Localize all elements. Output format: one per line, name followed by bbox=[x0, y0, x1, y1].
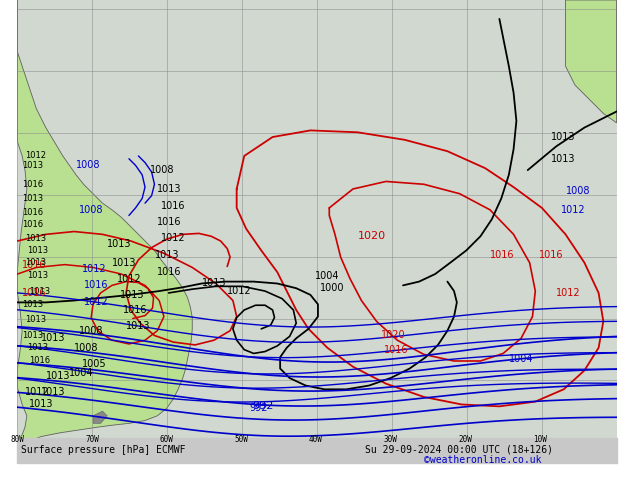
Text: 1016: 1016 bbox=[157, 267, 182, 277]
Text: 1016: 1016 bbox=[22, 288, 47, 298]
Text: 1012: 1012 bbox=[82, 264, 107, 274]
Text: 1016: 1016 bbox=[490, 250, 514, 260]
Text: 70W: 70W bbox=[85, 435, 99, 444]
Text: Surface pressure [hPa] ECMWF: Surface pressure [hPa] ECMWF bbox=[21, 445, 186, 455]
Text: 1013: 1013 bbox=[25, 234, 46, 243]
Text: 1016: 1016 bbox=[22, 260, 47, 270]
Text: 1016: 1016 bbox=[539, 250, 564, 260]
Text: 1013: 1013 bbox=[22, 161, 43, 170]
Text: 992: 992 bbox=[252, 401, 273, 411]
Text: 1020: 1020 bbox=[381, 330, 406, 341]
Text: 10W: 10W bbox=[533, 435, 547, 444]
Text: 20W: 20W bbox=[458, 435, 472, 444]
Text: 1013: 1013 bbox=[29, 287, 50, 295]
Text: ©weatheronline.co.uk: ©weatheronline.co.uk bbox=[424, 455, 541, 465]
Text: 1016: 1016 bbox=[161, 201, 186, 211]
Text: 1013: 1013 bbox=[27, 343, 48, 352]
Text: 1008: 1008 bbox=[79, 326, 103, 336]
Text: 1012: 1012 bbox=[556, 288, 581, 298]
Text: 1008: 1008 bbox=[74, 343, 99, 353]
Text: 1012: 1012 bbox=[161, 233, 186, 243]
Text: 30W: 30W bbox=[384, 435, 398, 444]
Text: 1000: 1000 bbox=[320, 283, 344, 293]
Text: 1012: 1012 bbox=[84, 297, 108, 307]
Bar bbox=[17, 439, 616, 463]
Polygon shape bbox=[93, 411, 107, 423]
Text: 1013: 1013 bbox=[27, 271, 48, 280]
Text: Su 29-09-2024 00:00 UTC (18+126): Su 29-09-2024 00:00 UTC (18+126) bbox=[365, 445, 553, 455]
Text: 1012: 1012 bbox=[25, 387, 49, 397]
Text: 1013: 1013 bbox=[112, 258, 136, 268]
Text: 1013: 1013 bbox=[202, 278, 226, 289]
Text: 1013: 1013 bbox=[155, 250, 179, 260]
Text: 1008: 1008 bbox=[566, 186, 590, 196]
Text: 1016: 1016 bbox=[157, 217, 182, 227]
Text: 1016: 1016 bbox=[22, 220, 43, 229]
Text: 1013: 1013 bbox=[25, 315, 46, 324]
Text: 40W: 40W bbox=[309, 435, 323, 444]
Text: 1013: 1013 bbox=[157, 184, 182, 194]
Bar bbox=[17, 442, 616, 463]
Text: 1013: 1013 bbox=[552, 154, 576, 164]
Text: 1016: 1016 bbox=[22, 180, 43, 189]
Text: 80W: 80W bbox=[11, 435, 24, 444]
Text: 1013: 1013 bbox=[27, 246, 48, 255]
Text: 1008: 1008 bbox=[76, 160, 101, 171]
Text: 1004: 1004 bbox=[509, 354, 533, 364]
Text: 1016: 1016 bbox=[22, 208, 43, 217]
Text: 1020: 1020 bbox=[358, 231, 385, 241]
Text: 1016: 1016 bbox=[384, 344, 408, 355]
Polygon shape bbox=[566, 0, 616, 123]
Text: 1016: 1016 bbox=[29, 357, 50, 366]
Text: 1013: 1013 bbox=[107, 239, 132, 249]
Text: 1004: 1004 bbox=[69, 368, 94, 378]
Text: 1012: 1012 bbox=[227, 286, 252, 296]
Text: 60W: 60W bbox=[160, 435, 174, 444]
Text: 1013: 1013 bbox=[41, 387, 65, 397]
Text: 50W: 50W bbox=[235, 435, 249, 444]
Text: 1013: 1013 bbox=[552, 132, 576, 142]
Text: 1013: 1013 bbox=[41, 333, 65, 343]
Text: 1013: 1013 bbox=[119, 290, 144, 300]
Text: 1008: 1008 bbox=[150, 165, 174, 175]
Text: 1013: 1013 bbox=[126, 321, 151, 331]
Text: 1013: 1013 bbox=[22, 331, 43, 340]
Text: 1012: 1012 bbox=[117, 274, 141, 284]
Text: 1016: 1016 bbox=[123, 305, 148, 315]
Text: 992: 992 bbox=[249, 403, 268, 413]
Text: 1016: 1016 bbox=[84, 280, 108, 291]
Text: 1013: 1013 bbox=[22, 300, 43, 309]
Text: 1012: 1012 bbox=[25, 151, 46, 160]
Text: 1005: 1005 bbox=[82, 359, 107, 369]
Polygon shape bbox=[17, 0, 192, 444]
Text: 1004: 1004 bbox=[315, 271, 340, 281]
Text: 1008: 1008 bbox=[79, 205, 103, 215]
Text: 1013: 1013 bbox=[25, 258, 46, 267]
Text: 1013: 1013 bbox=[46, 371, 70, 381]
Text: 1013: 1013 bbox=[29, 399, 53, 410]
Text: 1012: 1012 bbox=[561, 205, 585, 215]
Text: 1013: 1013 bbox=[22, 194, 43, 203]
